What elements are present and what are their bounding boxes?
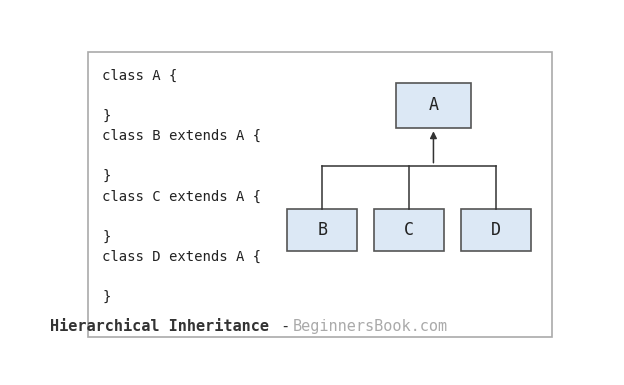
Bar	[287, 209, 358, 251]
Text: Hierarchical Inheritance: Hierarchical Inheritance	[50, 319, 269, 334]
Text: class A {: class A {	[102, 69, 178, 82]
Bar	[374, 209, 444, 251]
Text: class D extends A {: class D extends A {	[102, 250, 261, 264]
Text: }: }	[102, 230, 110, 244]
Text: C: C	[404, 221, 414, 239]
Bar	[461, 209, 532, 251]
Text: D: D	[491, 221, 501, 239]
Text: B: B	[317, 221, 327, 239]
Text: }: }	[102, 109, 110, 123]
Text: }: }	[102, 169, 110, 183]
Text: -: -	[273, 319, 300, 334]
Text: }: }	[102, 290, 110, 304]
Text: A: A	[429, 97, 439, 114]
Text: BeginnersBook.com: BeginnersBook.com	[293, 319, 448, 334]
Text: class B extends A {: class B extends A {	[102, 129, 261, 143]
Text: class C extends A {: class C extends A {	[102, 189, 261, 203]
Bar	[396, 82, 471, 129]
